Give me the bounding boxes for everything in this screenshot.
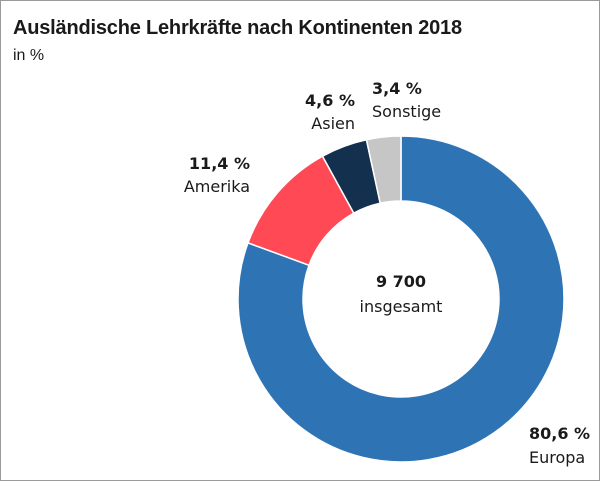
slice-label-value-sonstige: 3,4 %	[372, 79, 422, 98]
chart-title: Ausländische Lehrkräfte nach Kontinenten…	[13, 17, 462, 39]
slice-label-name-europa: Europa	[529, 448, 585, 467]
slice-label-name-amerika: Amerika	[184, 177, 250, 196]
slice-label-name-asien: Asien	[311, 114, 355, 133]
chart-subtitle: in %	[13, 47, 45, 64]
slice-label-value-europa: 80,6 %	[529, 424, 590, 443]
slice-europa	[237, 135, 565, 463]
slice-label-value-amerika: 11,4 %	[189, 154, 250, 173]
slice-sonstige	[365, 135, 402, 205]
slice-label-value-asien: 4,6 %	[305, 91, 355, 110]
center-total-value: 9 700	[376, 272, 426, 291]
donut-slices	[237, 135, 565, 463]
center-total-label: insgesamt	[360, 297, 443, 316]
slice-label-name-sonstige: Sonstige	[372, 102, 441, 121]
